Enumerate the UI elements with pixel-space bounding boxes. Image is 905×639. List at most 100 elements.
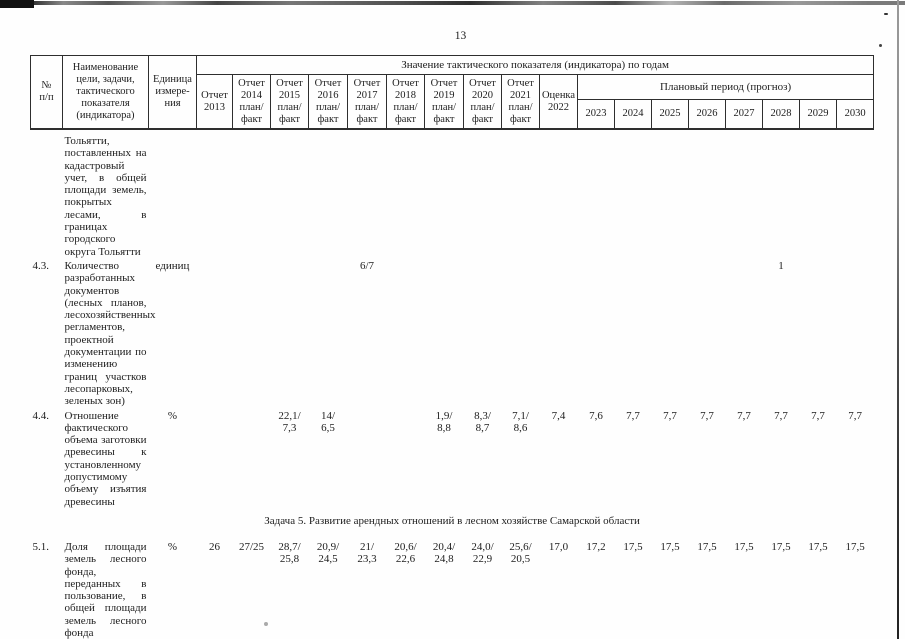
value-cell (652, 129, 689, 258)
col-header-year-2027: 2027 (725, 99, 763, 130)
value-cell: 7,7 (663, 409, 677, 422)
table-row-continuation: Тольятти, поставленных на кадастровый уч… (31, 129, 874, 258)
col-header-report-2020: Отчет 2020 план/ факт (463, 74, 502, 130)
col-header-report-2015: Отчет 2015 план/ факт (270, 74, 309, 130)
value-cell (578, 129, 615, 258)
section-row: Задача 5. Развитие арендных отношений в … (31, 508, 874, 540)
value-cell (387, 129, 425, 258)
value-cell: 28,7/ 25,8 (278, 540, 301, 566)
unit-cell: % (167, 409, 178, 422)
scan-artifact-top-line (0, 1, 905, 5)
value-cell: 27/25 (238, 540, 265, 553)
value-cell (387, 258, 425, 408)
value-cell: 7,7 (848, 409, 862, 422)
indicator-name: Тольятти, поставленных на кадастровый уч… (64, 135, 147, 258)
page-number: 13 (454, 30, 467, 42)
indicators-table: № п/п Наименование цели, задачи, тактиче… (30, 55, 875, 639)
value-cell (502, 129, 540, 258)
scan-artifact-corner-blob (0, 0, 34, 8)
unit-cell: % (167, 540, 178, 553)
value-cell: 17,0 (548, 540, 569, 553)
value-cell: 8,3/ 8,7 (474, 409, 491, 434)
value-cell (233, 258, 271, 408)
value-cell (271, 129, 309, 258)
col-header-report-2014: Отчет 2014 план/ факт (232, 74, 271, 130)
value-cell (800, 129, 837, 258)
value-cell: 25,6/ 20,5 (509, 540, 532, 566)
value-cell (837, 129, 874, 258)
col-header-year-2026: 2026 (688, 99, 726, 130)
col-header-num: № п/п (30, 55, 63, 130)
value-cell: 22,1/ 7,3 (278, 409, 301, 434)
col-header-plan-group: Плановый период (прогноз) (576, 74, 875, 100)
value-cell: 7,7 (737, 409, 751, 422)
value-cell (615, 129, 652, 258)
value-cell (197, 258, 233, 408)
indicator-name: Отношение фактического объема заготовки … (64, 409, 147, 508)
value-cell (689, 258, 726, 408)
value-cell (540, 129, 578, 258)
value-cell: 7,7 (626, 409, 640, 422)
value-cell (464, 258, 502, 408)
table-row-5-1: 5.1. Доля площади земель лесного фонда, … (31, 540, 874, 639)
value-cell (615, 258, 652, 408)
value-cell (197, 408, 233, 508)
value-cell: 7,7 (811, 409, 825, 422)
col-header-report-2017: Отчет 2017 план/ факт (347, 74, 387, 130)
value-cell (387, 408, 425, 508)
value-cell (464, 129, 502, 258)
col-header-report-2021: Отчет 2021 план/ факт (501, 74, 540, 130)
value-cell: 20,9/ 24,5 (316, 540, 340, 566)
value-cell: 17,5 (771, 540, 791, 553)
value-cell (726, 129, 763, 258)
value-cell: 17,5 (660, 540, 680, 553)
col-header-name: Наименование цели, задачи, тактического … (62, 55, 149, 130)
value-cell: 26 (209, 540, 220, 553)
value-cell: 17,5 (623, 540, 643, 553)
value-cell: 1 (778, 259, 784, 272)
row-number: 5.1. (32, 540, 50, 553)
value-cell (425, 129, 464, 258)
table-row-4-3: 4.3. Количество разработанных документов… (31, 258, 874, 408)
col-header-unit: Единица измере- ния (148, 55, 197, 130)
scan-artifact-right-line (897, 0, 899, 639)
value-cell (837, 258, 874, 408)
col-header-year-2025: 2025 (651, 99, 689, 130)
value-cell: 21/ 23,3 (357, 540, 377, 566)
col-header-year-2029: 2029 (799, 99, 837, 130)
value-cell: 20,4/ 24,8 (432, 540, 456, 566)
value-cell (652, 258, 689, 408)
value-cell (726, 258, 763, 408)
value-cell: 7,1/ 8,6 (512, 409, 529, 434)
value-cell (309, 129, 348, 258)
col-header-report-2018: Отчет 2018 план/ факт (386, 74, 425, 130)
value-cell: 7,7 (774, 409, 788, 422)
value-cell (425, 258, 464, 408)
value-cell: 20,6/ 22,6 (394, 540, 417, 566)
unit-cell (149, 129, 197, 258)
col-header-year-2028: 2028 (762, 99, 800, 130)
value-cell: 6/7 (359, 259, 375, 272)
col-header-report-2019: Отчет 2019 план/ факт (424, 74, 464, 130)
section-title: Задача 5. Развитие арендных отношений в … (264, 514, 640, 527)
value-cell (689, 129, 726, 258)
value-cell (309, 258, 348, 408)
indicator-name: Доля площади земель лесного фонда, перед… (64, 540, 147, 639)
col-header-year-2030: 2030 (835, 99, 875, 130)
scan-artifact-dot (264, 622, 268, 626)
value-cell: 17,2 (586, 540, 606, 553)
value-cell: 1,9/ 8,8 (435, 409, 453, 434)
value-cell: 17,5 (697, 540, 717, 553)
col-header-report-2013: Отчет 2013 (196, 74, 233, 130)
table-row-4-4: 4.4. Отношение фактического объема загот… (31, 408, 874, 508)
value-cell: 7,6 (589, 409, 603, 422)
value-cell (348, 408, 387, 508)
value-cell (502, 258, 540, 408)
value-cell: 7,7 (700, 409, 714, 422)
value-cell (540, 258, 578, 408)
value-cell (197, 129, 233, 258)
col-header-year-2023: 2023 (577, 99, 615, 130)
row-number (31, 129, 63, 258)
value-cell: 24,0/ 22,9 (471, 540, 494, 566)
